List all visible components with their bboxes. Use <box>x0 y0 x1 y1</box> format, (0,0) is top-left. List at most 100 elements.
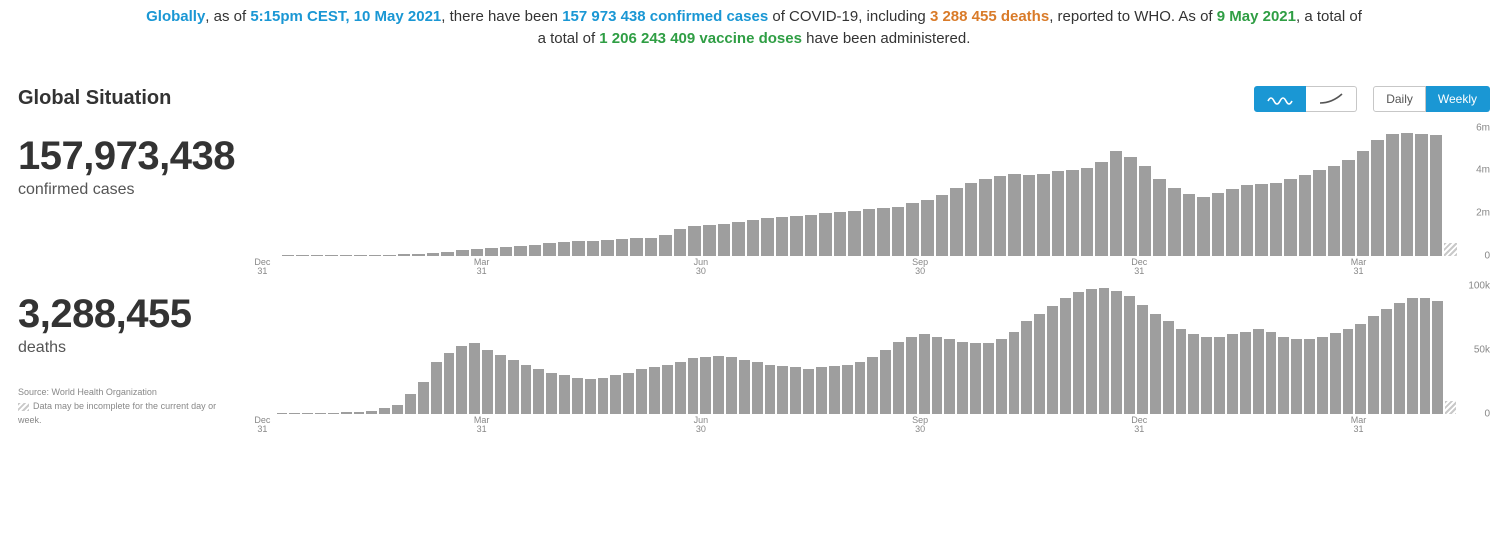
section-title: Global Situation <box>18 87 171 110</box>
chart-bar <box>1008 174 1021 256</box>
chart-bar <box>1073 292 1084 414</box>
x-tick: Mar31 <box>1351 416 1367 436</box>
chart-bar <box>1270 183 1283 256</box>
chart-bar <box>1168 188 1181 256</box>
scale-linear-button[interactable] <box>1254 86 1306 112</box>
chart-bar <box>1401 133 1414 256</box>
y-tick: 50k <box>1474 344 1490 355</box>
banner-vaxdate: 9 May 2021 <box>1217 8 1296 25</box>
chart-bar <box>1023 175 1036 256</box>
chart-bar <box>1355 324 1366 414</box>
chart-bar <box>354 412 365 413</box>
chart-bar <box>508 360 519 414</box>
chart-bar <box>703 225 716 256</box>
chart-bar <box>675 362 686 413</box>
deaths-value: 3,288,455 <box>18 292 238 337</box>
chart-bar <box>1047 306 1058 414</box>
x-tick: Dec31 <box>254 258 270 278</box>
chart-bar <box>659 235 672 255</box>
chart-bar <box>543 243 556 255</box>
daily-button[interactable]: Daily <box>1373 86 1426 112</box>
chart-bar <box>863 209 876 255</box>
chart-bar <box>1188 334 1199 413</box>
chart-bar <box>1291 339 1302 413</box>
chart-bar <box>965 183 978 256</box>
chart-bar <box>1150 314 1161 414</box>
chart-bar <box>1343 329 1354 413</box>
chart-bar <box>936 195 949 255</box>
banner-asof: 5:15pm CEST, 10 May 2021 <box>250 8 441 25</box>
chart-bar <box>1357 151 1370 256</box>
chart-bar <box>944 339 955 413</box>
footnote-incomplete-text: Data may be incomplete for the current d… <box>18 401 216 425</box>
chart-bar <box>1163 321 1174 413</box>
chart-bar <box>1394 303 1405 413</box>
chart-bar <box>970 343 981 413</box>
chart-bar <box>996 339 1007 413</box>
chart-bar <box>718 224 731 256</box>
chart-bar <box>906 337 917 414</box>
chart-bar <box>444 353 455 413</box>
chart-bar <box>1212 193 1225 256</box>
chart-bar <box>1066 170 1079 256</box>
chart-bar <box>805 215 818 256</box>
chart-bar <box>1430 135 1443 255</box>
x-tick: Mar31 <box>474 258 490 278</box>
chart-bar <box>855 362 866 413</box>
chart-bar <box>616 239 629 256</box>
cases-chart: 6m4m2m0 Dec31Mar31Jun30Sep30Dec31Mar31 <box>238 128 1490 278</box>
chart-bar <box>471 249 484 255</box>
chart-bar <box>636 369 647 414</box>
chart-bar <box>354 255 367 256</box>
chart-bar <box>1081 168 1094 255</box>
x-tick: Jun30 <box>694 416 709 436</box>
chart-bar <box>1095 162 1108 255</box>
chart-bar <box>585 379 596 414</box>
chart-bar <box>776 217 789 255</box>
chart-bar <box>341 412 352 413</box>
chart-bar <box>1342 160 1355 256</box>
chart-bar <box>877 208 890 255</box>
chart-bar <box>514 246 527 256</box>
chart-bar <box>572 241 585 255</box>
chart-bar <box>777 366 788 413</box>
curve-icon <box>1318 93 1344 105</box>
deaths-chart: 100k50k0 Dec31Mar31Jun30Sep30Dec31Mar31 <box>238 286 1490 436</box>
chart-bar <box>1137 305 1148 414</box>
chart-bar <box>921 200 934 255</box>
scale-toggle-group <box>1254 86 1357 112</box>
chart-bar <box>1214 337 1225 414</box>
scale-log-button[interactable] <box>1306 86 1357 112</box>
chart-bar <box>610 375 621 413</box>
chart-bar <box>325 255 338 256</box>
chart-bar <box>482 350 493 414</box>
chart-bar <box>1124 157 1137 256</box>
x-tick: Mar31 <box>1351 258 1367 278</box>
weekly-button[interactable]: Weekly <box>1426 86 1490 112</box>
interval-toggle-group: Daily Weekly <box>1373 86 1490 112</box>
y-tick: 2m <box>1476 207 1490 218</box>
chart-bar <box>469 343 480 413</box>
chart-bar <box>315 413 326 414</box>
x-tick: Sep30 <box>912 416 928 436</box>
cases-label: confirmed cases <box>18 181 238 199</box>
chart-bar <box>848 211 861 256</box>
chart-bar <box>906 203 919 255</box>
chart-bar <box>340 255 353 256</box>
chart-bar <box>1124 296 1135 414</box>
x-tick: Mar31 <box>474 416 490 436</box>
chart-bar <box>674 229 687 256</box>
footnote-incomplete: Data may be incomplete for the current d… <box>18 399 238 428</box>
chart-bar <box>1278 337 1289 414</box>
banner-t4: , reported to WHO. As of <box>1049 8 1217 25</box>
chart-bar <box>427 253 440 256</box>
chart-bar <box>790 216 803 256</box>
chart-bar <box>1197 197 1210 256</box>
chart-bar <box>752 362 763 413</box>
chart-bar <box>957 342 968 414</box>
chart-bar <box>880 350 891 414</box>
chart-bar <box>1227 334 1238 413</box>
chart-bar <box>398 254 411 255</box>
banner-t3: of COVID-19, including <box>768 8 930 25</box>
chart-bar <box>649 367 660 413</box>
